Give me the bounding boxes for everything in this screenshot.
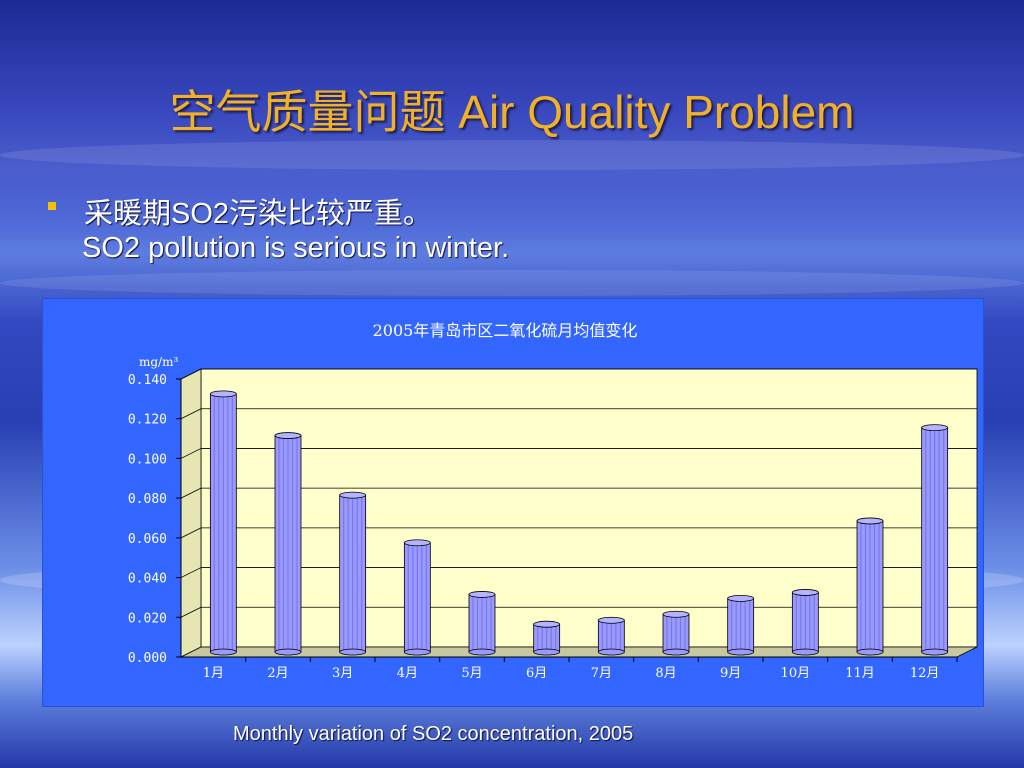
- chart-caption: Monthly variation of SO2 concentration, …: [233, 723, 634, 745]
- bar-base: [921, 648, 949, 656]
- bar-base: [662, 648, 690, 656]
- bar-base: [856, 648, 884, 656]
- y-tick-label: 0.060: [128, 532, 167, 547]
- bar-top: [339, 491, 367, 499]
- y-tick-label: 0.040: [128, 572, 167, 587]
- bar-top: [209, 390, 237, 398]
- bullet-square-icon: [48, 202, 56, 210]
- bar-base: [339, 648, 367, 656]
- bar-top: [468, 591, 496, 598]
- x-tick-label: 3月: [332, 666, 353, 681]
- bar-base: [209, 648, 237, 656]
- x-tick-label: 12月: [910, 666, 940, 681]
- chart-title: 2005年青岛市区二氧化硫月均值变化: [373, 321, 638, 340]
- bar-top: [791, 589, 819, 596]
- y-tick-label: 0.120: [128, 413, 167, 428]
- x-tick-label: 2月: [267, 666, 288, 681]
- y-tick-label: 0.000: [128, 651, 167, 666]
- x-tick-label: 8月: [655, 666, 676, 681]
- y-tick-label: 0.020: [128, 611, 167, 626]
- bar-base: [791, 648, 819, 656]
- bar-top: [274, 432, 302, 439]
- x-tick-label: 1月: [203, 666, 224, 681]
- bullet-text-english: SO2 pollution is serious in winter.: [82, 232, 510, 264]
- gridline-side: [180, 487, 202, 499]
- plot-side-wall: [180, 368, 202, 658]
- x-tick-label: 4月: [397, 666, 418, 681]
- y-tick-label: 0.140: [128, 373, 167, 388]
- bar-base: [533, 648, 561, 656]
- bar-top: [597, 616, 625, 624]
- slide-title: 空气质量问题 Air Quality Problem: [169, 86, 855, 138]
- y-tick-label: 0.100: [128, 452, 167, 467]
- bar-base: [468, 648, 496, 656]
- bar-top: [921, 424, 949, 432]
- bar-top: [533, 620, 561, 628]
- x-tick-label: 9月: [720, 666, 741, 681]
- y-axis-unit-label: mg/m³: [139, 355, 178, 369]
- bar-top: [856, 517, 884, 525]
- gridline-side: [180, 368, 202, 380]
- gridline-side: [180, 527, 202, 539]
- gridline-side: [180, 567, 202, 578]
- background-wave: [0, 270, 1024, 296]
- gridline-side: [180, 408, 202, 420]
- y-tick-label: 0.080: [128, 492, 167, 507]
- x-tick-label: 11月: [845, 666, 875, 681]
- bar-base: [727, 648, 755, 656]
- chart-panel: 2005年青岛市区二氧化硫月均值变化 mg/m³ 0.000 0.020 0.040…: [42, 298, 984, 707]
- x-tick-label: 10月: [781, 666, 811, 681]
- bar-top: [662, 610, 690, 618]
- bar-top: [403, 539, 431, 547]
- gridline-side: [180, 606, 202, 618]
- gridline-side: [180, 448, 202, 459]
- bar-base: [403, 648, 431, 656]
- x-tick-label: 5月: [461, 666, 482, 681]
- bar-base: [274, 648, 302, 656]
- background-wave: [0, 140, 1024, 170]
- bar-top: [727, 594, 755, 602]
- x-tick-label: 7月: [591, 666, 612, 681]
- bar-base: [597, 648, 625, 656]
- x-tick-label: 6月: [526, 666, 547, 681]
- bullet-text-chinese: 采暖期SO2污染比较严重。: [84, 198, 433, 230]
- so2-bar-chart: 2005年青岛市区二氧化硫月均值变化 mg/m³ 0.000 0.020 0.040…: [128, 321, 978, 681]
